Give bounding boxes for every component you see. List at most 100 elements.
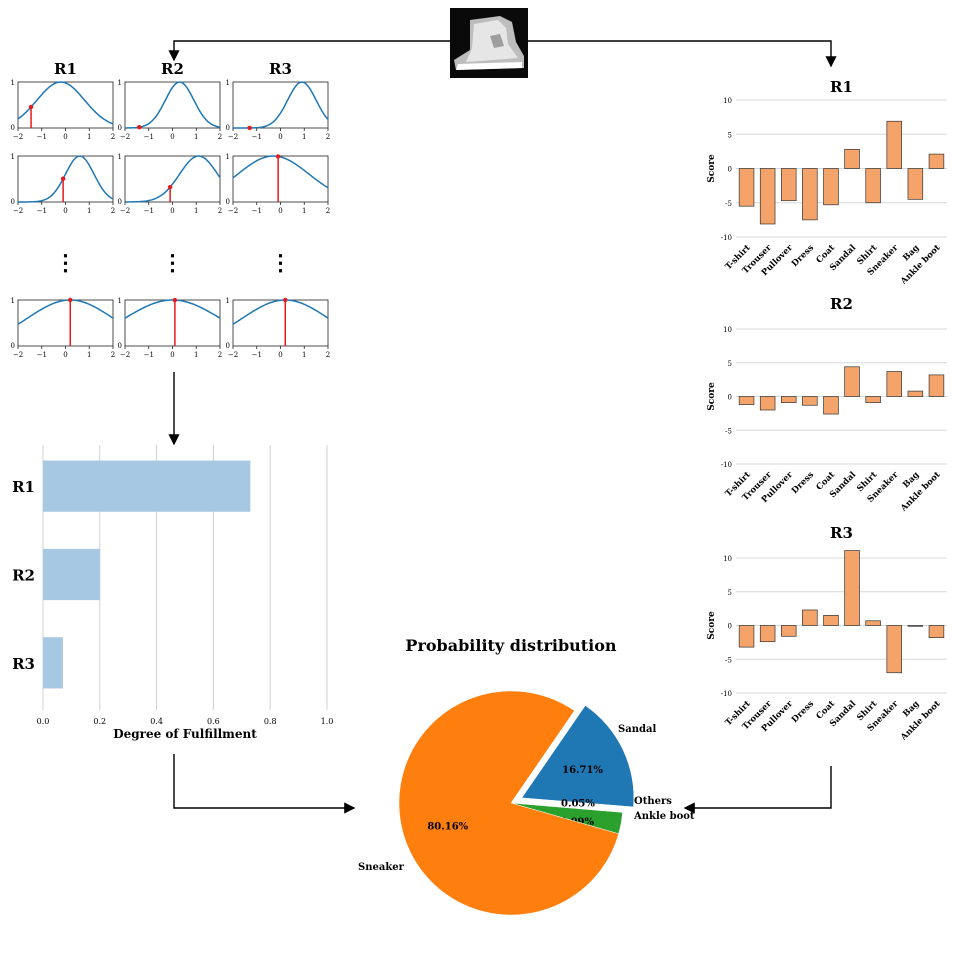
score-bar <box>865 620 881 626</box>
pie-slice <box>521 705 635 808</box>
plot-frame <box>124 81 221 129</box>
score-bar <box>907 390 924 397</box>
score-bar <box>907 625 924 627</box>
ellipsis-dots: ⋮ <box>55 250 77 276</box>
score-bar <box>907 168 924 200</box>
y-tick-label: 1 <box>226 297 230 305</box>
score-bar <box>844 550 860 626</box>
y-tick-label: 10 <box>723 97 732 105</box>
x-axis-label: Degree of Fulfillment <box>113 727 257 741</box>
probability-pie-chart: Probability distribution 16.71% Sandal 0.05… <box>358 636 695 916</box>
category-label: Dress <box>790 470 816 496</box>
y-tick-label: 0 <box>728 623 732 631</box>
x-tick-label: 0 <box>278 133 282 141</box>
plot-frame <box>232 155 329 203</box>
score-bar <box>865 396 881 403</box>
x-tick-label: 1 <box>87 207 91 215</box>
plot-frame <box>124 155 221 203</box>
arrow-to-scores <box>528 40 837 68</box>
rule-label: R2 <box>12 567 35 585</box>
score-chart: R21050-5-10ScoreT-shirtTrouserPulloverDr… <box>707 295 947 514</box>
score-bar <box>781 396 797 403</box>
input-marker-point <box>247 125 252 131</box>
y-tick-label: -10 <box>721 234 732 242</box>
membership-plot: −2 −1 0 1 2 0 1 <box>226 153 331 215</box>
x-tick-label: −1 <box>252 133 262 141</box>
input-image <box>450 8 528 78</box>
y-tick-label: 1 <box>226 153 230 161</box>
membership-plot: −2 −1 0 1 2 0 1 <box>11 79 116 141</box>
input-marker-point <box>60 176 66 181</box>
score-bar <box>865 168 881 204</box>
x-tick-label: 2 <box>218 207 222 215</box>
rule-score-charts: R11050-5-10ScoreT-shirtTrouserPulloverDr… <box>707 78 947 743</box>
x-tick-label: 0 <box>63 133 67 141</box>
plot-frame <box>232 299 329 347</box>
score-bar <box>802 396 818 406</box>
x-tick-label: 2 <box>218 133 222 141</box>
x-tick-label: −2 <box>120 207 130 215</box>
x-tick-label: 0.8 <box>264 717 277 726</box>
rule-label: R3 <box>12 655 35 673</box>
y-tick-label: -10 <box>721 461 732 469</box>
x-tick-label: −1 <box>144 207 154 215</box>
score-bar <box>928 374 945 397</box>
y-tick-label: 5 <box>728 131 732 139</box>
pie-category-label: Sandal <box>618 724 656 735</box>
membership-col-title: R3 <box>269 60 292 78</box>
input-marker-point <box>28 104 34 110</box>
x-tick-label: 1.0 <box>321 717 334 726</box>
score-bar <box>781 625 797 637</box>
score-chart: R31050-5-10ScoreT-shirtTrouserPulloverDr… <box>707 524 947 743</box>
y-tick-label: 10 <box>723 326 732 334</box>
y-axis-label: Score <box>707 154 717 183</box>
y-tick-label: 0 <box>226 124 230 132</box>
x-tick-label: 0 <box>170 207 174 215</box>
score-bar <box>886 120 902 169</box>
y-tick-label: 0 <box>728 166 732 174</box>
pie-pct-label: 0.05% <box>561 799 595 810</box>
y-tick-label: 0 <box>118 124 122 132</box>
x-tick-label: 1 <box>194 207 198 215</box>
gaussian-curve <box>17 299 114 325</box>
x-tick-label: 1 <box>302 351 306 359</box>
score-bar <box>928 153 945 169</box>
score-bar <box>781 168 797 202</box>
pie-category-label: Ankle boot <box>633 811 695 822</box>
x-tick-label: −1 <box>144 133 154 141</box>
membership-col-title: R2 <box>161 60 184 78</box>
x-tick-label: 2 <box>218 351 222 359</box>
y-tick-label: 1 <box>118 79 122 87</box>
y-tick-label: -5 <box>725 656 732 664</box>
y-tick-label: 1 <box>118 153 122 161</box>
arrow-fulfillment-to-pie <box>173 754 356 814</box>
ellipsis-dots: ⋮ <box>162 250 184 276</box>
pie-title: Probability distribution <box>405 636 617 655</box>
score-bar <box>823 168 839 206</box>
gaussian-curve <box>124 299 221 319</box>
gaussian-curve <box>232 299 329 325</box>
score-bar <box>759 396 776 411</box>
input-marker-point <box>172 297 178 303</box>
y-tick-label: -10 <box>721 690 732 698</box>
score-chart: R11050-5-10ScoreT-shirtTrouserPulloverDr… <box>707 78 947 287</box>
y-tick-label: -5 <box>725 200 732 208</box>
fulfillment-bar <box>43 637 63 689</box>
membership-plot: −2 −1 0 1 2 0 1 <box>118 153 223 215</box>
x-tick-label: 0 <box>170 351 174 359</box>
y-tick-label: -5 <box>725 427 732 435</box>
x-tick-label: −2 <box>120 351 130 359</box>
gaussian-curve <box>125 81 221 129</box>
x-tick-label: −2 <box>13 133 23 141</box>
x-tick-label: −1 <box>252 207 262 215</box>
score-bar <box>928 625 945 638</box>
x-tick-label: 1 <box>87 351 91 359</box>
input-marker-point <box>137 124 142 130</box>
pie-slice <box>398 690 619 916</box>
membership-col-title: R1 <box>54 60 77 78</box>
pie-category-label: Others <box>634 796 672 807</box>
y-tick-label: 0 <box>11 198 15 206</box>
x-tick-label: 2 <box>326 133 330 141</box>
x-tick-label: 0.2 <box>93 717 106 726</box>
x-tick-label: −2 <box>228 133 238 141</box>
